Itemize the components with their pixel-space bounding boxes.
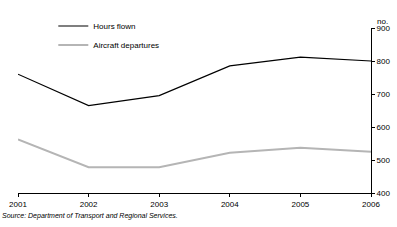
svg-text:no.: no.	[377, 17, 388, 26]
svg-text:700: 700	[377, 90, 391, 99]
svg-text:2003: 2003	[150, 200, 168, 209]
svg-text:2001: 2001	[9, 200, 27, 209]
svg-text:500: 500	[377, 156, 391, 165]
svg-text:2005: 2005	[292, 200, 310, 209]
svg-text:900: 900	[377, 24, 391, 33]
svg-text:600: 600	[377, 123, 391, 132]
svg-text:2002: 2002	[80, 200, 98, 209]
svg-text:400: 400	[377, 189, 391, 198]
svg-text:Aircraft departures: Aircraft departures	[93, 41, 159, 50]
svg-text:2006: 2006	[362, 200, 380, 209]
svg-text:2004: 2004	[221, 200, 239, 209]
svg-text:Hours flown: Hours flown	[93, 22, 135, 31]
svg-text:800: 800	[377, 57, 391, 66]
svg-text:Source: Department of Transpor: Source: Department of Transport and Regi…	[2, 212, 178, 220]
